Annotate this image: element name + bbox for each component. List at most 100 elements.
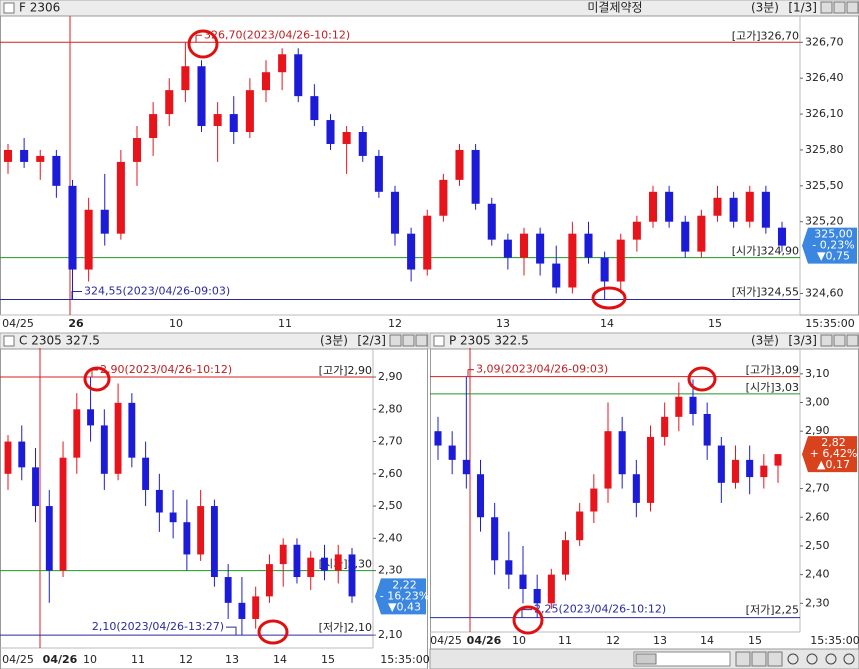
x-tick-label: 15:35:00 bbox=[805, 317, 854, 330]
y-tick-label: 324,60 bbox=[805, 286, 844, 299]
current-change: - 0,23% bbox=[812, 239, 854, 252]
low-note: 324,55(2023/04/26-09:03) bbox=[84, 284, 230, 297]
x-tick-label: 15 bbox=[321, 653, 335, 666]
next-button[interactable] bbox=[767, 651, 783, 667]
candle-body bbox=[197, 506, 205, 555]
y-tick-label: 2,30 bbox=[378, 564, 403, 577]
x-tick-label: 11 bbox=[131, 653, 145, 666]
high-note: 2,90(2023/04/26-10:12) bbox=[100, 363, 232, 376]
candle-body bbox=[224, 577, 232, 603]
candle-body bbox=[197, 66, 206, 127]
highlight-circle bbox=[187, 29, 219, 59]
candle-body bbox=[210, 506, 218, 578]
candle-body bbox=[487, 203, 496, 240]
highlight-circle bbox=[591, 286, 627, 310]
candle-body bbox=[348, 554, 356, 597]
scroll-thumb[interactable] bbox=[635, 653, 657, 665]
candle-body bbox=[374, 155, 383, 192]
reference-label: [시가]2,30 bbox=[319, 558, 372, 571]
zoom-in[interactable] bbox=[787, 653, 799, 665]
x-tick-label: 10 bbox=[83, 653, 97, 666]
candle-body bbox=[697, 215, 706, 252]
window-button[interactable] bbox=[833, 334, 846, 347]
candle-body bbox=[746, 459, 754, 478]
scroll-track[interactable] bbox=[633, 651, 731, 667]
candle-body bbox=[252, 596, 260, 619]
panel-checkbox[interactable] bbox=[3, 335, 15, 347]
candle-body bbox=[604, 431, 612, 489]
candle-body bbox=[358, 132, 367, 156]
current-box: 2,22- 16,23%▼0,43 bbox=[375, 578, 429, 615]
window-button[interactable] bbox=[846, 1, 859, 14]
candle-body bbox=[584, 233, 593, 258]
candle-body bbox=[476, 474, 485, 518]
x-tick-label: 14 bbox=[700, 634, 714, 647]
candle-body bbox=[646, 436, 655, 503]
x-tick-label: 12 bbox=[388, 317, 402, 330]
panel-page: [2/3] bbox=[357, 334, 386, 348]
current-price: 2,82 bbox=[821, 436, 846, 449]
y-tick-label: 2,90 bbox=[378, 370, 403, 383]
candle-body bbox=[278, 54, 287, 73]
current-diff: ▼0,75 bbox=[817, 250, 850, 263]
window-button[interactable] bbox=[820, 334, 833, 347]
candle-body bbox=[632, 474, 640, 503]
candle-body bbox=[761, 191, 770, 228]
x-tick-label: 11 bbox=[278, 317, 292, 330]
candle-body bbox=[245, 90, 254, 133]
current-price: 2,22 bbox=[392, 578, 417, 591]
candle-body bbox=[616, 239, 625, 282]
window-button[interactable] bbox=[415, 334, 428, 347]
reference-label: [시가]324,90 bbox=[732, 245, 799, 258]
x-tick-label: 04/25 bbox=[2, 653, 34, 666]
y-tick-label: 2,50 bbox=[805, 539, 830, 552]
candle-body bbox=[390, 191, 400, 234]
candle-body bbox=[681, 221, 690, 252]
x-tick-label: 10 bbox=[512, 634, 526, 647]
highlights bbox=[83, 29, 717, 645]
candle-body bbox=[729, 197, 738, 222]
prev-button[interactable] bbox=[735, 651, 751, 667]
candle-body bbox=[407, 233, 416, 270]
window-button[interactable] bbox=[820, 1, 833, 14]
current-change: + 6,42% bbox=[810, 447, 858, 460]
window-button[interactable] bbox=[389, 334, 402, 347]
candle-body bbox=[229, 114, 238, 133]
current-price: 325,00 bbox=[814, 228, 853, 241]
settings[interactable] bbox=[843, 653, 855, 665]
candle-body bbox=[213, 114, 222, 127]
x-tick-label: 12 bbox=[179, 653, 193, 666]
candle-body bbox=[18, 441, 26, 468]
y-tick-label: 2,50 bbox=[378, 499, 403, 512]
y-tick-label: 325,80 bbox=[805, 143, 844, 156]
panel-period: (3분) bbox=[320, 334, 348, 348]
candle-body bbox=[342, 132, 351, 144]
x-tick-label: 15:35:00 bbox=[810, 634, 859, 647]
candle-body bbox=[618, 431, 626, 475]
candle-body bbox=[533, 588, 541, 604]
candle-body bbox=[576, 511, 584, 541]
y-tick-label: 2,70 bbox=[378, 435, 403, 448]
candle-body bbox=[434, 431, 442, 446]
candle-body bbox=[661, 416, 669, 437]
y-tick-label: 2,60 bbox=[805, 510, 830, 523]
y-tick-label: 2,60 bbox=[378, 467, 403, 480]
panel-checkbox[interactable] bbox=[433, 335, 445, 347]
window-button[interactable] bbox=[833, 1, 846, 14]
window-button[interactable] bbox=[402, 334, 415, 347]
x-tick-label: 15:35:00 bbox=[380, 653, 429, 666]
candle-body bbox=[689, 396, 697, 414]
x-tick-label: 04/25 bbox=[2, 317, 34, 330]
candle-body bbox=[307, 557, 315, 578]
window-button[interactable] bbox=[846, 334, 859, 347]
panel-checkbox[interactable] bbox=[3, 2, 15, 14]
current-marker bbox=[802, 436, 857, 473]
candle-body bbox=[731, 459, 740, 483]
candle-body bbox=[3, 149, 13, 162]
note-arrow bbox=[226, 626, 237, 636]
candle-body bbox=[132, 137, 142, 162]
stop-button[interactable] bbox=[751, 651, 767, 667]
zoom-out[interactable] bbox=[806, 653, 818, 665]
high-note: 326,70(2023/04/26-10:12) bbox=[204, 28, 350, 41]
zoom-reset[interactable] bbox=[825, 653, 837, 665]
